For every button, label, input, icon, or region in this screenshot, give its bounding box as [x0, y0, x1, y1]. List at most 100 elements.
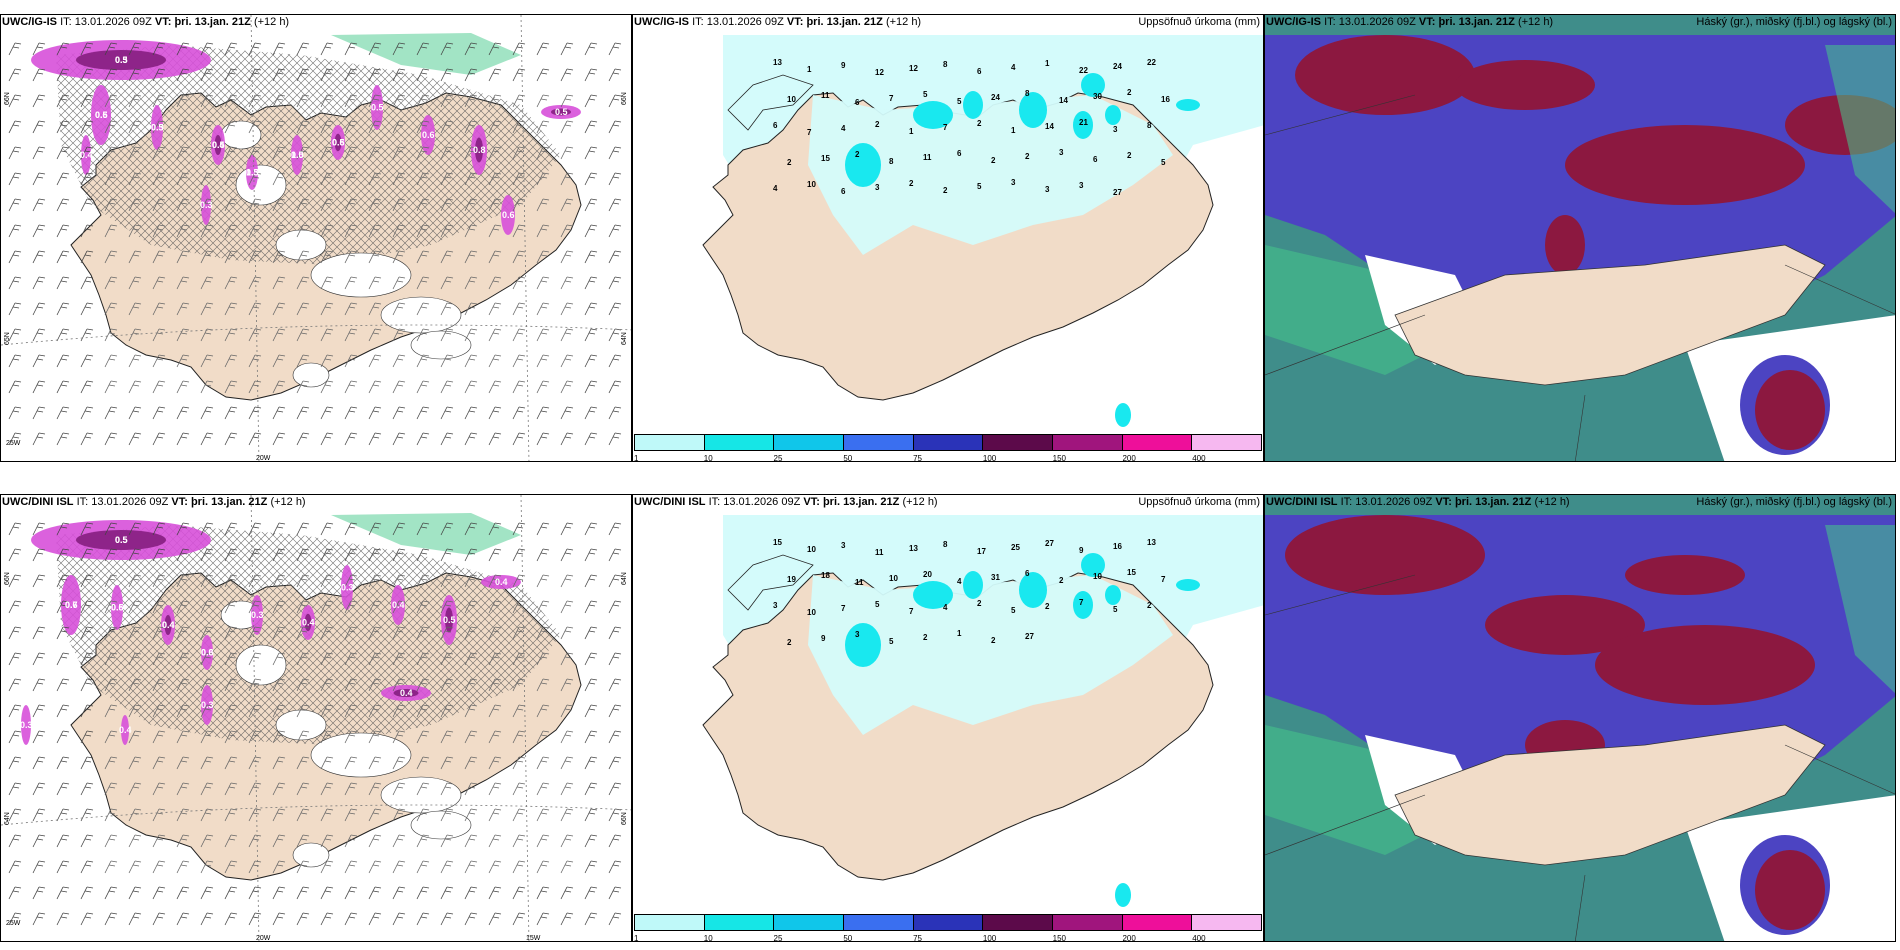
contour-label: 0.4	[212, 140, 225, 150]
precip-value: 2	[875, 120, 880, 129]
precip-value: 6	[977, 67, 982, 76]
wind-barb	[392, 600, 406, 614]
precip-streak	[121, 715, 129, 745]
wind-barb	[368, 302, 382, 316]
wind-barb	[152, 302, 166, 316]
wind-barb	[32, 120, 46, 134]
precip-value: 31	[991, 573, 1000, 582]
precip-blob	[1115, 403, 1131, 427]
wind-barb	[320, 600, 334, 614]
wind-barb	[320, 120, 334, 134]
wind-barb	[368, 834, 382, 848]
wind-barb	[512, 42, 526, 56]
wind-barb	[32, 224, 46, 238]
vt-value: þri. 13.jan. 21Z	[1454, 496, 1532, 508]
mid-cloud-region	[1565, 125, 1805, 205]
colorbar-segment	[703, 914, 774, 931]
wind-barb	[224, 834, 238, 848]
precip-blob	[913, 101, 953, 129]
contour-label: 0.4	[80, 150, 93, 160]
wind-barb	[464, 250, 478, 264]
wind-barb	[152, 250, 166, 264]
wind-barb	[368, 250, 382, 264]
precip-value: 2	[855, 150, 860, 159]
colorbar-tick: 1	[634, 454, 639, 462]
precip-value: 7	[807, 128, 812, 137]
wind-barb	[608, 834, 622, 848]
wind-barb	[104, 328, 118, 342]
wind-barb	[80, 380, 94, 394]
wind-barb	[560, 548, 574, 562]
wind-barb	[464, 678, 478, 692]
wind-barb	[248, 432, 262, 446]
graticule-line	[1784, 744, 1895, 795]
wind-barb	[128, 600, 142, 614]
precip-value: 10	[807, 545, 816, 554]
wind-barb	[224, 250, 238, 264]
wind-barb	[296, 120, 310, 134]
wind-barb	[272, 834, 286, 848]
precip-value: 3	[875, 183, 880, 192]
wind-barb	[416, 522, 430, 536]
precip-value: 12	[875, 68, 884, 77]
wind-barb	[152, 328, 166, 342]
lead-time: (+12 h)	[253, 16, 290, 28]
wind-barb	[176, 432, 190, 446]
precip-value: 13	[1147, 538, 1156, 547]
wind-barb	[104, 42, 118, 56]
wind-barb	[416, 432, 430, 446]
clear-patch	[310, 252, 412, 298]
wind-barb	[488, 626, 502, 640]
wind-barb	[152, 354, 166, 368]
wind-barb	[392, 522, 406, 536]
wind-barb	[560, 756, 574, 770]
wind-barb	[488, 68, 502, 82]
wind-barb	[584, 172, 598, 186]
wind-barb	[560, 328, 574, 342]
wind-barb	[608, 42, 622, 56]
wind-barb	[128, 756, 142, 770]
wind-barb	[296, 94, 310, 108]
precip-value: 2	[977, 599, 982, 608]
precip-value: 5	[1161, 158, 1166, 167]
wind-barb	[152, 276, 166, 290]
precip-value: 3	[855, 630, 860, 639]
wind-barb	[32, 600, 46, 614]
wind-barb	[512, 120, 526, 134]
wind-barb	[248, 42, 262, 56]
wind-barb	[512, 912, 526, 926]
wind-barb	[104, 574, 118, 588]
wind-barb	[56, 120, 70, 134]
wind-barb	[560, 886, 574, 900]
wind-barb	[224, 146, 238, 160]
wind-barb	[296, 756, 310, 770]
wind-barb	[512, 380, 526, 394]
wind-barb	[344, 756, 358, 770]
wind-barb	[392, 548, 406, 562]
wind-barb	[488, 406, 502, 420]
wind-barb	[80, 68, 94, 82]
wind-barb	[416, 834, 430, 848]
wind-barb	[296, 886, 310, 900]
vt-value: þri. 13.jan. 21Z	[822, 496, 900, 508]
wind-barb	[272, 432, 286, 446]
wind-barb	[488, 574, 502, 588]
wind-barb	[8, 522, 22, 536]
precip-value: 2	[1147, 601, 1152, 610]
iceland-south-land	[1394, 724, 1826, 866]
wind-barb	[416, 886, 430, 900]
wind-barb	[176, 704, 190, 718]
precip-value: 8	[943, 60, 948, 69]
wind-barb	[608, 302, 622, 316]
wind-barb	[584, 224, 598, 238]
wind-barb	[344, 250, 358, 264]
wind-barb	[224, 224, 238, 238]
wind-barb	[320, 678, 334, 692]
precip-value: 1	[957, 629, 962, 638]
wind-barb	[488, 172, 502, 186]
wind-barb	[176, 522, 190, 536]
wind-barb	[8, 704, 22, 718]
wind-barb	[440, 432, 454, 446]
wind-barb	[32, 730, 46, 744]
